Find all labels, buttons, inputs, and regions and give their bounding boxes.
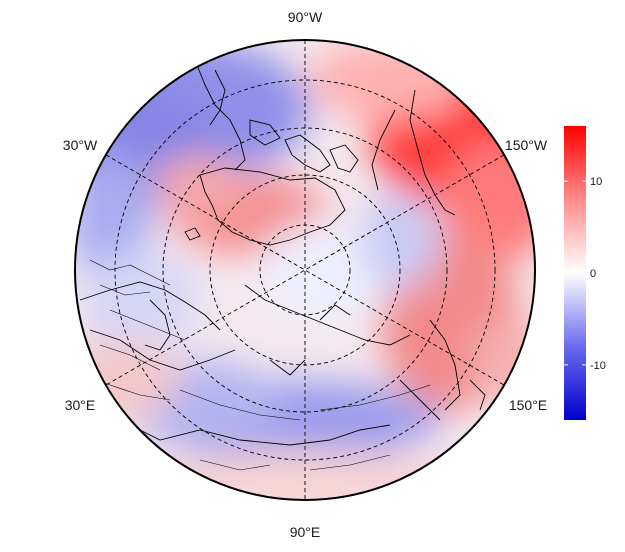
- lon-label-150e: 150°E: [509, 397, 547, 413]
- colorbar: 10 0 -10: [564, 126, 606, 420]
- lon-label-90w: 90°W: [288, 9, 323, 25]
- lon-label-30e: 30°E: [65, 397, 96, 413]
- colorbar-ticks: 10 0 -10: [564, 176, 606, 372]
- colorbar-tick-label: 0: [590, 268, 596, 280]
- longitude-labels: 90°W 30°W 150°W 30°E 150°E 90°E: [63, 9, 548, 540]
- map-frame: [74, 39, 536, 501]
- colorbar-gradient: [564, 126, 586, 420]
- colorbar-tick-label: -10: [590, 360, 606, 372]
- graticule: [105, 40, 505, 500]
- lon-label-90e: 90°E: [290, 524, 321, 540]
- anomaly-field: [75, 40, 535, 500]
- colorbar-tick-label: 10: [590, 176, 602, 188]
- coastlines: [79, 59, 486, 446]
- lon-label-30w: 30°W: [63, 137, 98, 153]
- lon-label-150w: 150°W: [505, 137, 548, 153]
